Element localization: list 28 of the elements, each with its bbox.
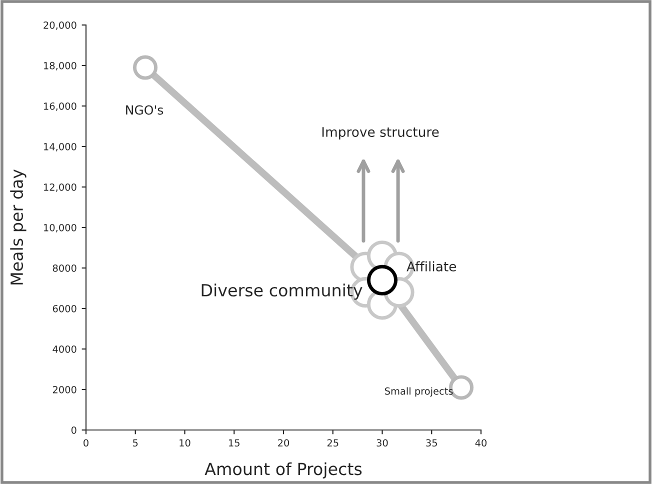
- x-tick-label: 10: [180, 439, 190, 447]
- y-tick-label: 8000: [52, 264, 76, 272]
- y-tick-label: 0: [71, 426, 76, 434]
- y-tick-label: 16,000: [44, 102, 76, 111]
- x-tick-label: 5: [133, 439, 138, 447]
- x-tick-label: 30: [376, 439, 388, 447]
- x-tick-label: 0: [84, 439, 88, 447]
- y-tick-label: 2000: [52, 386, 76, 394]
- y-tick-label: 4000: [52, 345, 76, 353]
- y-axis-title: Meals per day: [10, 169, 26, 284]
- x-tick-label: 20: [278, 439, 290, 447]
- annotation: Improve structure: [322, 127, 439, 140]
- y-tick-label: 6000: [52, 304, 76, 312]
- x-tick-label: 40: [475, 439, 487, 447]
- y-tick-label: 10,000: [44, 224, 76, 232]
- y-tick-label: 18,000: [44, 62, 76, 70]
- annotation: Diverse community: [202, 284, 362, 300]
- annotation: Affiliate: [406, 261, 456, 272]
- annotation: NGO's: [126, 105, 164, 115]
- y-tick-label: 12,000: [44, 183, 76, 192]
- y-tick-label: 20,000: [44, 21, 76, 30]
- x-tick-label: 35: [426, 439, 437, 447]
- annotation: Small projects: [384, 387, 453, 397]
- x-tick-label: 15: [229, 439, 240, 447]
- x-axis-title: Amount of Projects: [204, 462, 362, 478]
- point: [132, 55, 158, 80]
- x-tick-label: 25: [327, 439, 338, 447]
- y-tick-label: 14,000: [44, 142, 76, 152]
